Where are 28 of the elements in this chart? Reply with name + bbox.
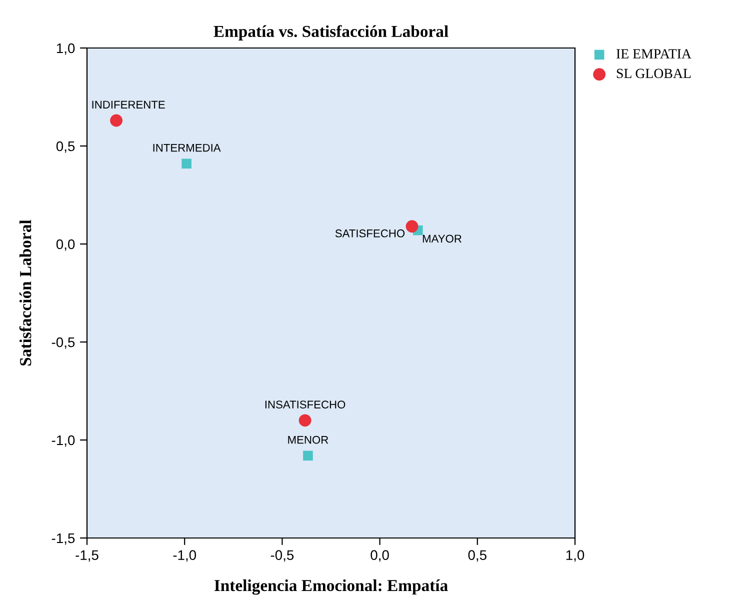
y-tick-label: -1,0 — [52, 435, 75, 447]
legend-label: IE EMPATIA — [616, 49, 692, 58]
y-axis-title: Satisfacción Laboral — [19, 220, 32, 366]
point — [110, 114, 122, 127]
annotation: INDIFERENTE — [92, 100, 165, 108]
annotation: MENOR — [288, 436, 328, 444]
y-tick-label: 0,0 — [56, 239, 75, 251]
y-tick-label: 1,0 — [56, 43, 75, 55]
point — [298, 414, 312, 427]
x-tick-label: -1,0 — [173, 550, 196, 562]
annotation: INTERMEDIA — [153, 144, 221, 152]
x-tick-label: 1,0 — [566, 550, 584, 562]
x-tick-label: 0,5 — [468, 550, 486, 562]
annotation: INSATISFECHO — [265, 400, 346, 408]
point — [406, 220, 418, 233]
x-tick-label: 0,0 — [370, 550, 389, 562]
point — [303, 450, 313, 461]
y-tick-label: -0,5 — [52, 337, 75, 349]
chart-title: Empatía vs. Satisfacción Laboral — [214, 25, 448, 40]
x-tick-label: -1,5 — [76, 550, 98, 562]
y-tick-label: 0,5 — [56, 141, 75, 153]
x-tick-label: -0,5 — [270, 550, 294, 562]
point — [182, 158, 192, 169]
x-axis-title: Inteligencia Emocional: Empatía — [214, 579, 448, 595]
legend-label: SL GLOBAL — [616, 68, 691, 78]
y-tick-label: -1,5 — [52, 533, 75, 545]
annotation: MAYOR — [422, 234, 462, 243]
annotation: SATISFECHO — [335, 229, 405, 238]
